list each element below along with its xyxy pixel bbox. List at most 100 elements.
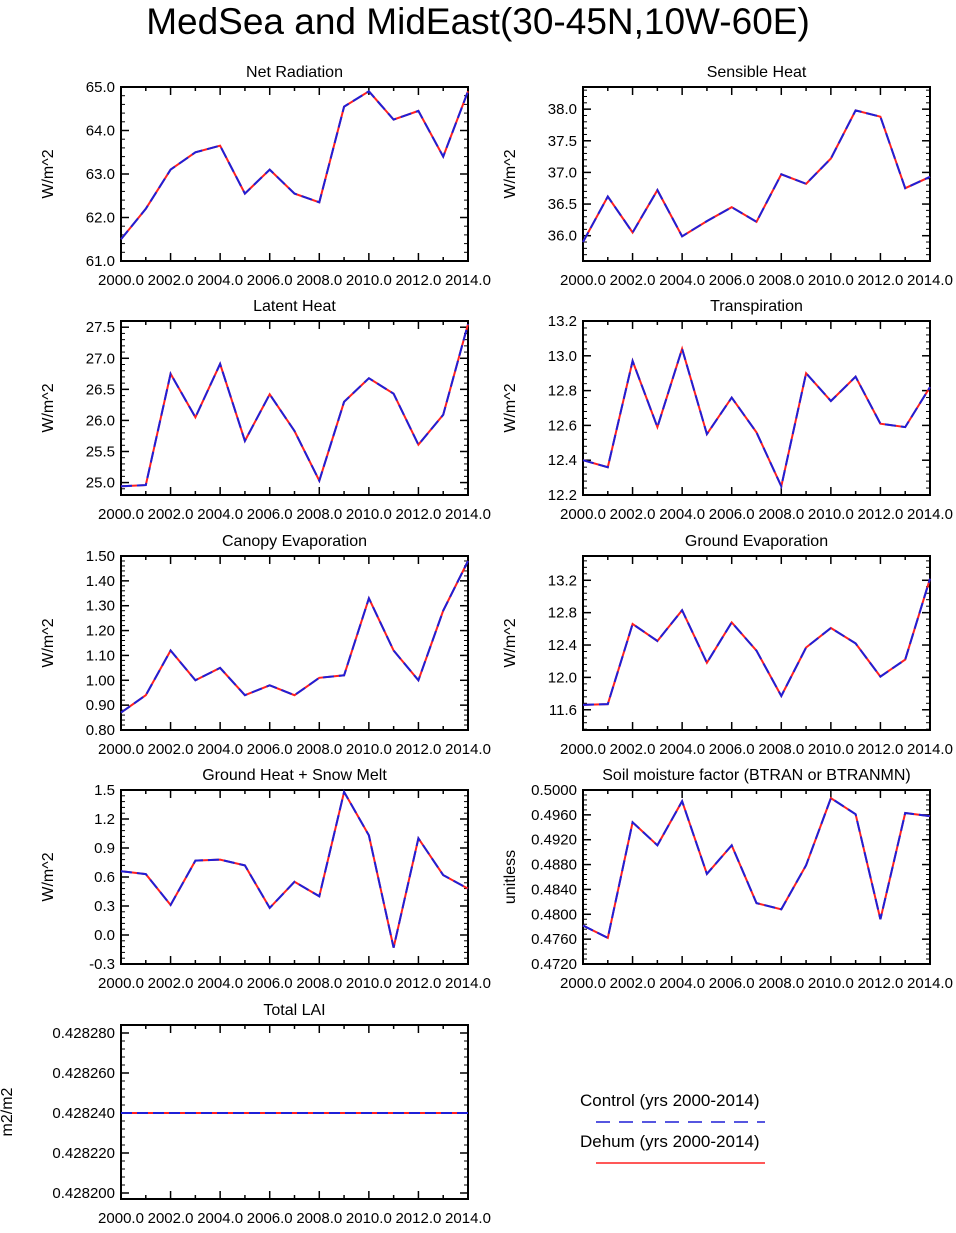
panel-7: Ground Heat + Snow Melt W/m^2 2000.0 2002.0… — [40, 767, 491, 992]
panel-title: Net Radiation — [246, 64, 343, 81]
y-tick-label: 37.5 — [548, 133, 577, 150]
x-tick-label: 2008.0 — [296, 272, 342, 289]
series-line-control — [582, 796, 931, 940]
y-axis-label: W/m^2 — [502, 149, 519, 198]
series-line-dehum — [582, 796, 931, 940]
y-axis-label: W/m^2 — [40, 852, 57, 901]
plot-frame — [582, 86, 931, 262]
y-tick-label: 0.428280 — [52, 1025, 115, 1042]
y-tick-label: -0.3 — [89, 956, 115, 973]
x-tick-label: 2010.0 — [808, 272, 854, 289]
x-tick-label: 2010.0 — [808, 975, 854, 992]
x-tick-label: 2012.0 — [395, 506, 441, 523]
y-tick-label: 65.0 — [86, 79, 115, 96]
y-tick-label: 26.5 — [86, 381, 115, 398]
x-tick-label: 2012.0 — [395, 272, 441, 289]
x-tick-label: 2006.0 — [709, 741, 755, 758]
y-tick-label: 0.4920 — [531, 832, 577, 849]
x-tick-label: 2006.0 — [247, 1210, 293, 1227]
x-tick-label: 2004.0 — [197, 272, 243, 289]
x-tick-label: 2008.0 — [758, 272, 804, 289]
x-tick-label: 2008.0 — [296, 741, 342, 758]
plot-frame — [582, 320, 931, 496]
x-tick-label: 2010.0 — [808, 506, 854, 523]
y-tick-label: 0.80 — [86, 722, 115, 739]
y-tick-label: 0.0 — [94, 927, 115, 944]
series-line-dehum — [120, 789, 469, 948]
x-tick-label: 2014.0 — [445, 272, 491, 289]
x-tick-label: 2014.0 — [907, 506, 953, 523]
y-tick-label: 12.8 — [548, 383, 577, 400]
x-tick-label: 2004.0 — [659, 975, 705, 992]
legend: Control (yrs 2000-2014) Dehum (yrs 2000-2… — [580, 1091, 765, 1164]
y-axis-label: unitless — [502, 850, 519, 904]
panel-3: Latent Heat W/m^2 2000.0 2002.0 2004.0 2006.0… — [40, 298, 491, 523]
series-line-control — [120, 90, 469, 240]
y-tick-label: 27.0 — [86, 350, 115, 367]
y-tick-label: 1.10 — [86, 647, 115, 664]
plot-frame — [582, 789, 931, 965]
x-tick-label: 2004.0 — [197, 1210, 243, 1227]
series-line-dehum — [120, 560, 469, 714]
y-tick-label: 0.4880 — [531, 857, 577, 874]
y-tick-label: 0.5000 — [531, 782, 577, 799]
x-tick-label: 2004.0 — [197, 975, 243, 992]
y-axis-label: W/m^2 — [40, 618, 57, 667]
x-tick-label: 2010.0 — [346, 506, 392, 523]
x-tick-label: 2002.0 — [148, 975, 194, 992]
panel-4: Transpiration W/m^2 2000.0 2002.0 2004.0 2006… — [502, 298, 953, 523]
series-line-control — [120, 560, 469, 714]
x-tick-label: 2008.0 — [758, 506, 804, 523]
y-tick-label: 25.5 — [86, 444, 115, 461]
y-tick-label: 0.3 — [94, 898, 115, 915]
y-tick-label: 61.0 — [86, 253, 115, 270]
x-tick-label: 2004.0 — [659, 272, 705, 289]
panel-title: Canopy Evaporation — [222, 533, 367, 550]
series-line-control — [582, 345, 931, 490]
y-tick-label: 0.9 — [94, 840, 115, 857]
panel-title: Ground Evaporation — [685, 533, 828, 550]
plot-frame — [120, 86, 469, 262]
y-tick-label: 0.428200 — [52, 1185, 115, 1202]
x-tick-label: 2014.0 — [445, 506, 491, 523]
x-tick-label: 2002.0 — [610, 741, 656, 758]
y-tick-label: 12.0 — [548, 669, 577, 686]
series-line-dehum — [120, 323, 469, 488]
y-axis-label: W/m^2 — [502, 618, 519, 667]
x-tick-label: 2010.0 — [346, 741, 392, 758]
x-tick-label: 2014.0 — [445, 975, 491, 992]
x-tick-label: 2006.0 — [247, 741, 293, 758]
y-tick-label: 1.40 — [86, 573, 115, 590]
series-line-dehum — [582, 109, 931, 243]
x-tick-label: 2014.0 — [445, 741, 491, 758]
x-tick-label: 2012.0 — [857, 506, 903, 523]
x-tick-label: 2002.0 — [610, 272, 656, 289]
panel-6: Ground Evaporation W/m^2 2000.0 2002.0 2004.… — [502, 533, 953, 758]
x-tick-label: 2012.0 — [395, 741, 441, 758]
y-tick-label: 37.0 — [548, 164, 577, 181]
x-tick-label: 2002.0 — [148, 272, 194, 289]
y-axis-label: m2/m2 — [0, 1087, 16, 1136]
y-tick-label: 13.0 — [548, 348, 577, 365]
x-tick-label: 2012.0 — [395, 975, 441, 992]
x-tick-label: 2008.0 — [758, 741, 804, 758]
panel-title: Soil moisture factor (BTRAN or BTRANMN) — [602, 767, 911, 784]
x-tick-label: 2014.0 — [907, 975, 953, 992]
x-tick-label: 2008.0 — [296, 975, 342, 992]
x-tick-label: 2000.0 — [560, 272, 606, 289]
x-tick-label: 2000.0 — [560, 741, 606, 758]
x-tick-label: 2002.0 — [148, 741, 194, 758]
x-tick-label: 2010.0 — [346, 272, 392, 289]
plot-frame — [120, 320, 469, 496]
x-tick-label: 2004.0 — [197, 506, 243, 523]
x-tick-label: 2010.0 — [346, 1210, 392, 1227]
y-tick-label: 0.4840 — [531, 881, 577, 898]
y-tick-label: 13.2 — [548, 572, 577, 589]
y-tick-label: 12.4 — [548, 452, 577, 469]
x-tick-label: 2012.0 — [395, 1210, 441, 1227]
panel-2: Sensible Heat W/m^2 2000.0 2002.0 2004.0 2006… — [502, 64, 953, 289]
legend-label-2: Dehum (yrs 2000-2014) — [580, 1132, 760, 1151]
x-tick-label: 2004.0 — [659, 506, 705, 523]
